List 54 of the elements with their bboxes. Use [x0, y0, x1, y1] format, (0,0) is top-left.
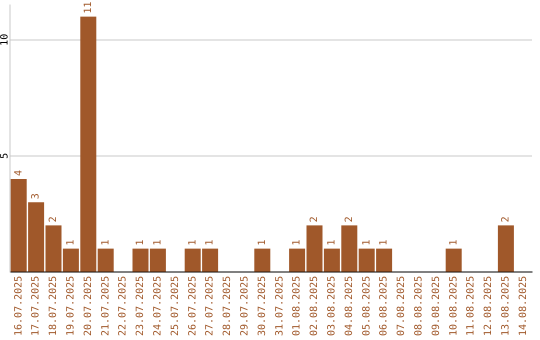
- x-tick-label: 29.07.2025: [239, 276, 250, 336]
- x-tick-label: 05.08.2025: [361, 276, 372, 336]
- x-tick-label: 19.07.2025: [65, 276, 76, 336]
- data-label: 1: [65, 240, 76, 246]
- data-label: 4: [13, 170, 24, 176]
- data-label: 1: [361, 240, 372, 246]
- data-label: 1: [187, 240, 198, 246]
- x-tick-label: 04.08.2025: [344, 276, 355, 336]
- x-tick-label: 02.08.2025: [309, 276, 320, 336]
- x-tick-label: 16.07.2025: [13, 276, 24, 336]
- x-tick-label: 18.07.2025: [48, 276, 60, 336]
- data-label: 1: [256, 240, 268, 246]
- data-label: 1: [326, 240, 338, 246]
- bar: [446, 248, 462, 272]
- x-tick-label: 24.07.2025: [152, 276, 164, 336]
- data-label: 11: [82, 2, 94, 14]
- x-tick-label: 27.07.2025: [204, 276, 216, 336]
- x-tick-label: 21.07.2025: [100, 276, 112, 336]
- data-label: 1: [204, 240, 216, 246]
- x-tick-label: 03.08.2025: [326, 276, 338, 336]
- x-tick-label: 22.07.2025: [118, 276, 129, 336]
- x-tick-label: 06.08.2025: [378, 276, 390, 336]
- data-label: 1: [135, 240, 146, 246]
- data-label: 1: [378, 240, 390, 246]
- x-tick-label: 17.07.2025: [30, 276, 42, 336]
- data-label: 3: [30, 193, 42, 200]
- data-label: 1: [100, 240, 112, 246]
- data-label: 2: [309, 216, 320, 222]
- x-tick-label: 23.07.2025: [135, 276, 146, 336]
- y-tick-label: 5: [0, 152, 11, 159]
- x-tick-label: 14.08.2025: [518, 276, 529, 336]
- x-tick-label: 26.07.2025: [187, 276, 198, 336]
- x-tick-label: 07.08.2025: [396, 276, 408, 336]
- bar: [498, 225, 514, 272]
- x-tick-label: 30.07.2025: [256, 276, 268, 336]
- x-tick-label: 12.08.2025: [483, 276, 494, 336]
- data-label: 1: [292, 240, 303, 246]
- x-tick-label: 01.08.2025: [292, 276, 303, 336]
- x-tick-label: 09.08.2025: [430, 276, 442, 336]
- data-label: 2: [48, 216, 60, 222]
- data-label: 2: [500, 216, 512, 222]
- x-tick-label: 13.08.2025: [500, 276, 512, 336]
- bar: [254, 248, 270, 272]
- x-tick-label: 08.08.2025: [413, 276, 424, 336]
- y-tick-label: 10: [0, 34, 11, 46]
- x-tick-label: 11.08.2025: [466, 276, 477, 336]
- data-label: 1: [448, 240, 460, 246]
- x-tick-label: 31.07.2025: [274, 276, 286, 336]
- x-tick-label: 28.07.2025: [222, 276, 234, 336]
- x-tick-label: 10.08.2025: [448, 276, 460, 336]
- x-tick-label: 20.07.2025: [82, 276, 94, 336]
- data-label: 2: [344, 216, 355, 222]
- data-label: 1: [152, 240, 164, 246]
- x-tick-label: 25.07.2025: [170, 276, 181, 336]
